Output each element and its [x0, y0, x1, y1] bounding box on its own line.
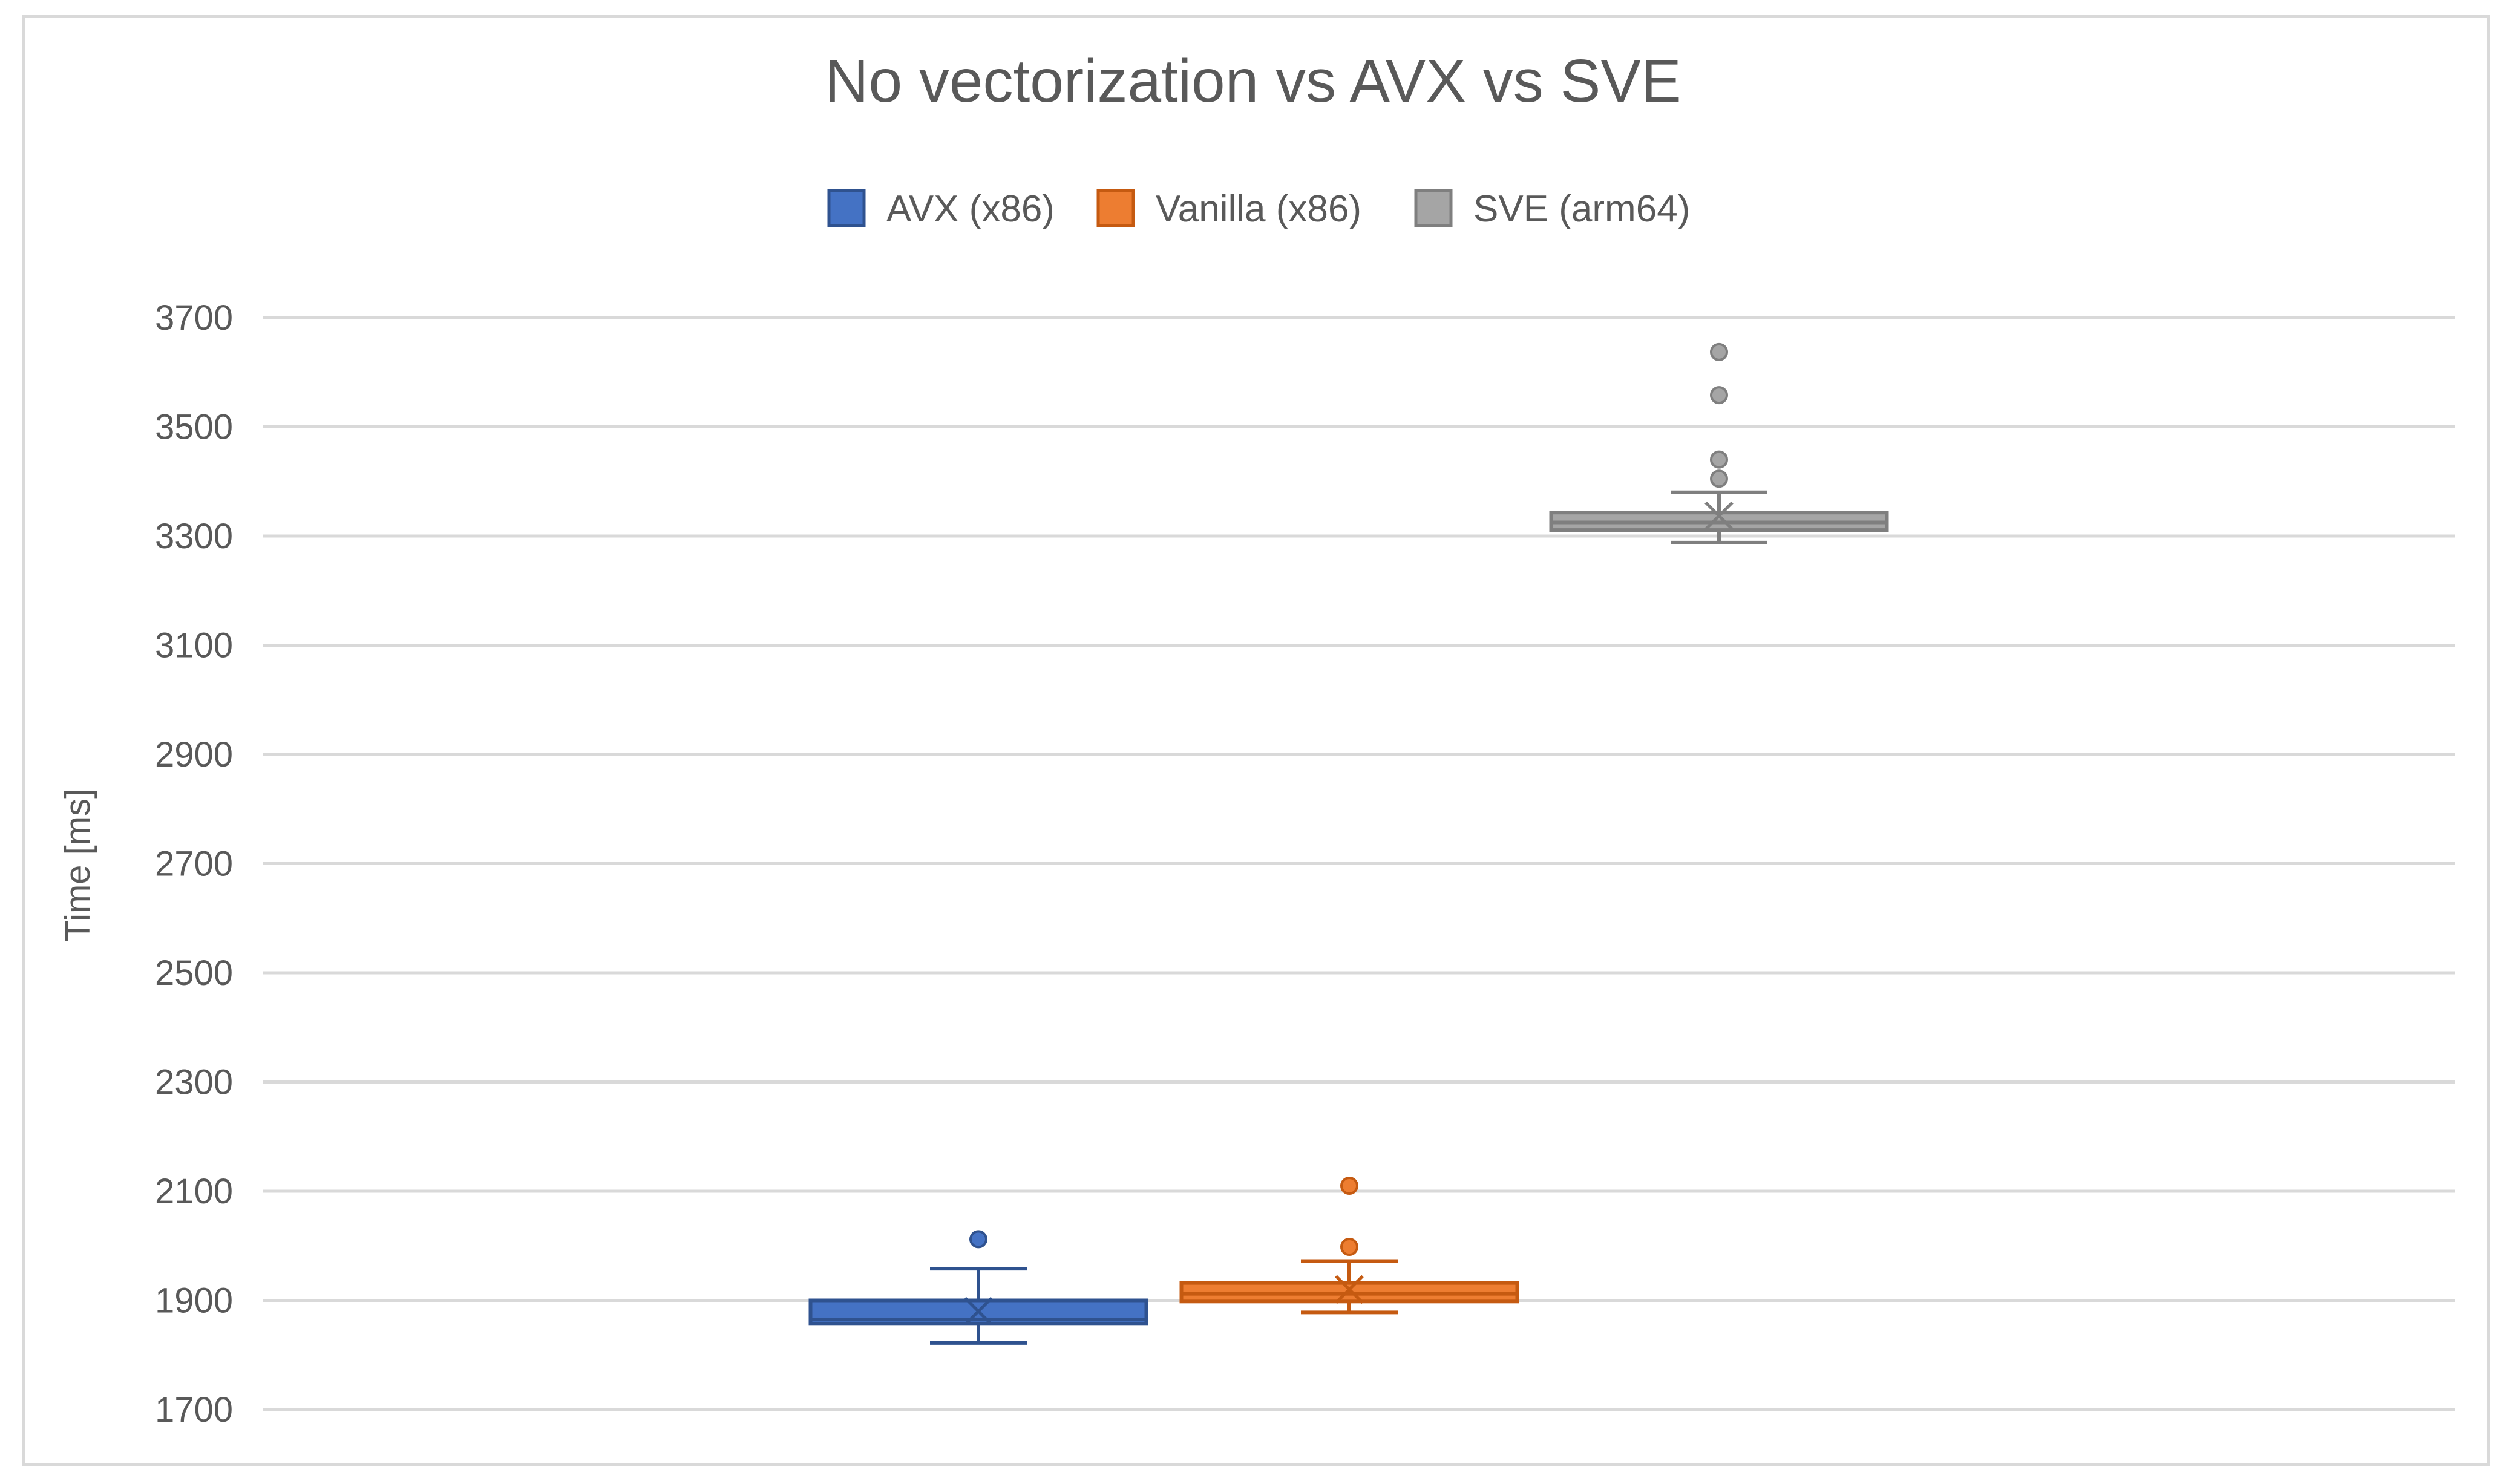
- legend-item: SVE (arm64): [1414, 188, 1690, 230]
- y-tick-label: 3500: [155, 408, 233, 447]
- gridlines: [263, 316, 2455, 1411]
- y-tick-label: 2500: [155, 953, 233, 993]
- y-tick-label: 2700: [155, 845, 233, 884]
- y-tick-label: 2900: [155, 735, 233, 774]
- box-vanilla-x86: [1179, 1176, 1519, 1315]
- outlier-point: [1710, 386, 1728, 405]
- y-tick-label: 2300: [155, 1063, 233, 1102]
- legend-item: AVX (x86): [827, 188, 1055, 230]
- box-sve-arm64: [1549, 342, 1889, 544]
- legend-item: Vanilla (x86): [1096, 188, 1361, 230]
- legend-label: SVE (arm64): [1473, 188, 1690, 230]
- legend: AVX (x86) Vanilla (x86) SVE (arm64): [827, 188, 1690, 230]
- outlier-point: [1710, 342, 1728, 361]
- y-tick-label: 3700: [155, 298, 233, 338]
- y-tick-label: 1900: [155, 1281, 233, 1321]
- legend-label: AVX (x86): [886, 188, 1055, 230]
- box-avx-x86: [808, 1230, 1148, 1345]
- outlier-point: [1710, 469, 1728, 488]
- legend-label: Vanilla (x86): [1156, 188, 1361, 230]
- chart-title: No vectorization vs AVX vs SVE: [825, 47, 1681, 115]
- y-tick-label: 2100: [155, 1172, 233, 1211]
- y-axis-title: Time [ms]: [58, 789, 97, 941]
- outlier-point: [1340, 1238, 1358, 1257]
- mean-marker: [1335, 1275, 1364, 1304]
- outlier-point: [1340, 1176, 1358, 1195]
- mean-marker: [964, 1296, 993, 1326]
- outlier-point: [1710, 450, 1728, 469]
- mean-marker: [1704, 501, 1734, 531]
- legend-swatch: [827, 189, 866, 227]
- y-tick-label: 1700: [155, 1390, 233, 1430]
- box-series: [808, 342, 1889, 1345]
- chart-frame: [22, 15, 2490, 1466]
- legend-swatch: [1414, 189, 1453, 227]
- y-tick-label: 3300: [155, 517, 233, 556]
- y-tick-label: 3100: [155, 626, 233, 665]
- legend-swatch: [1096, 189, 1135, 227]
- y-axis-tick-labels: 1700 1900 2100 2300 2500 2700 2900 3100 3300 3500…: [155, 298, 233, 1430]
- outlier-point: [969, 1230, 987, 1249]
